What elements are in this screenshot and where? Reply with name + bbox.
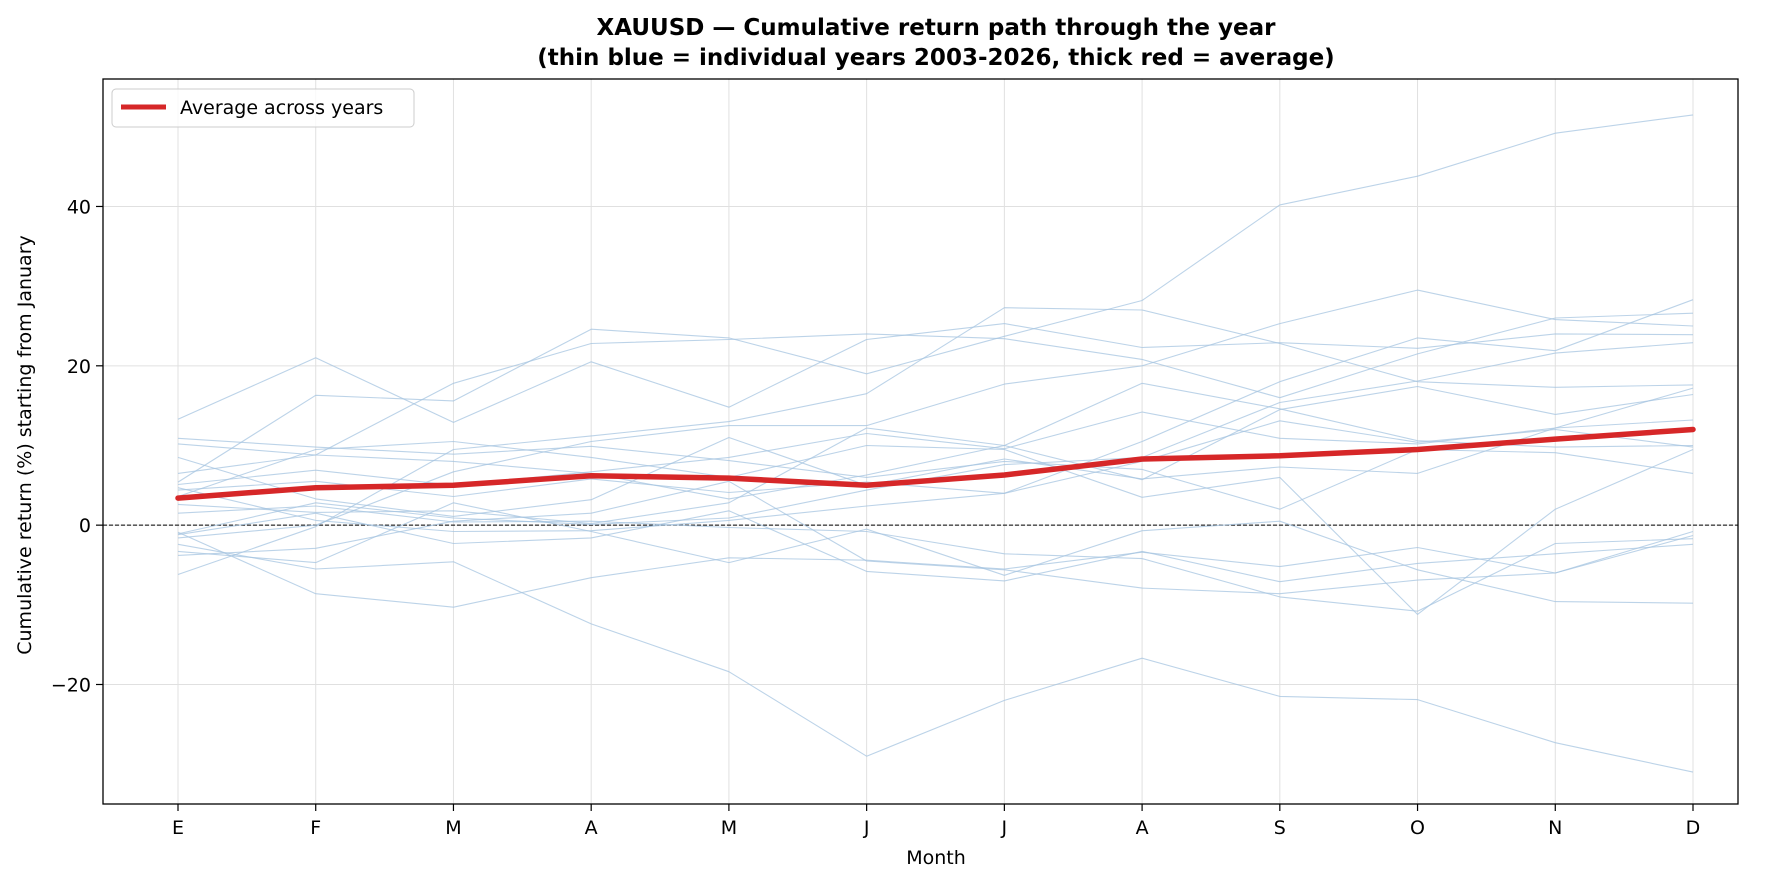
year-series-line-17	[177, 385, 1694, 500]
plot-frame	[102, 78, 1739, 805]
x-tick-label: E	[172, 817, 184, 839]
year-series-line-18	[177, 502, 1694, 604]
legend-average-label: Average across years	[180, 97, 383, 119]
x-tick-label: D	[1686, 817, 1701, 839]
year-series-line-10	[177, 312, 1694, 474]
year-series-line-8	[177, 114, 1694, 483]
chart-title-line1: XAUUSD — Cumulative return path through …	[597, 15, 1277, 41]
x-tick-label: M	[721, 817, 737, 839]
x-tick-label: A	[1136, 817, 1149, 839]
x-tick-label: S	[1274, 817, 1286, 839]
year-series-line-19	[177, 510, 1694, 583]
average-line-group	[175, 426, 1696, 501]
year-series-line-13	[177, 342, 1694, 535]
chart-title-line2: (thin blue = individual years 2003-2026,…	[537, 45, 1334, 71]
x-axis-label: Month	[906, 847, 966, 869]
year-series-line-4	[177, 289, 1694, 539]
legend-box	[111, 88, 415, 128]
year-series-line-9	[177, 440, 1694, 615]
legend: Average across years	[111, 88, 415, 128]
x-tick-label: A	[585, 817, 598, 839]
year-series-line-12	[177, 480, 1694, 595]
average-series-line	[175, 426, 1696, 501]
y-tick-label: −20	[51, 674, 91, 696]
year-series-line-6	[177, 543, 1694, 773]
year-series-line-3	[177, 419, 1694, 517]
y-axis-ticks: −20 0 20 40	[51, 196, 103, 696]
y-tick-label: 0	[79, 515, 91, 537]
year-series-line-2	[177, 531, 1694, 608]
x-tick-label: O	[1410, 817, 1425, 839]
year-series-line-20	[177, 382, 1694, 525]
x-tick-label: F	[310, 817, 321, 839]
x-tick-label: M	[445, 817, 461, 839]
year-series-line-7	[177, 299, 1694, 533]
year-series-line-15	[177, 420, 1694, 498]
y-axis-label: Cumulative return (%) starting from Janu…	[14, 235, 36, 655]
x-tick-label: N	[1548, 817, 1562, 839]
x-tick-label: J	[1001, 817, 1008, 839]
x-tick-label: J	[863, 817, 870, 839]
y-tick-label: 40	[67, 196, 91, 218]
year-series-line-11	[177, 307, 1694, 576]
year-series-line-14	[177, 505, 1694, 612]
y-tick-label: 20	[67, 356, 91, 378]
year-series-line-5	[177, 437, 1694, 510]
year-series-line-1	[177, 323, 1694, 423]
